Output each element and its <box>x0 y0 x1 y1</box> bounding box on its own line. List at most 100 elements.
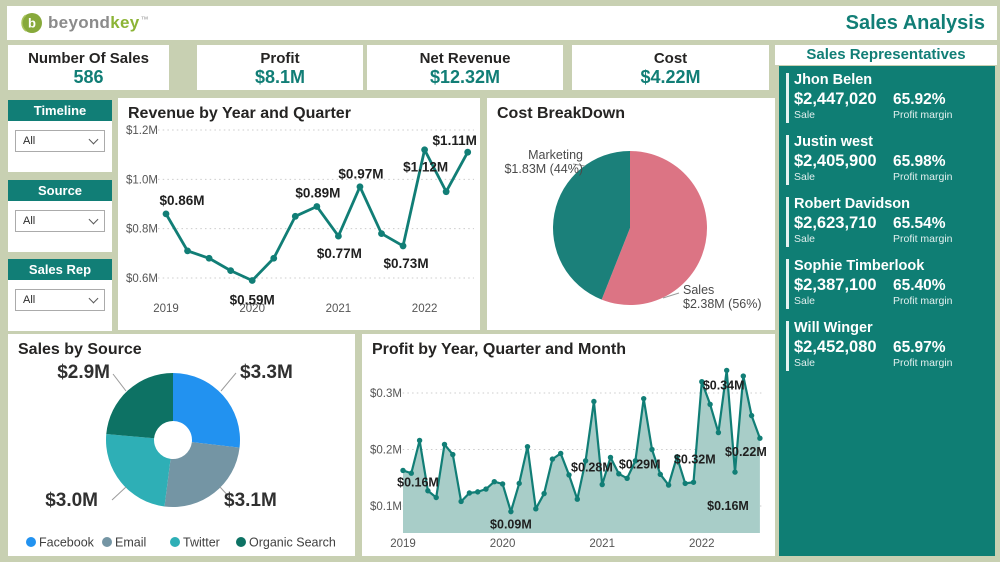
data-point[interactable] <box>599 481 605 488</box>
data-point[interactable] <box>541 490 547 497</box>
sales-rep-item[interactable]: Will Winger $2,452,080 65.97% Sale Profit ma… <box>779 320 995 376</box>
data-point[interactable] <box>499 481 506 487</box>
profit-area-chart[interactable]: $0.3M $0.2M $0.1M 2019 2020 2021 2022 $0.16M $0.… <box>362 334 775 556</box>
data-point[interactable] <box>558 450 564 457</box>
legend-label: Facebook <box>39 536 95 550</box>
chart-title: Profit by Year, Quarter and Month <box>372 341 626 358</box>
data-point[interactable] <box>248 277 256 284</box>
pie-slice-sales[interactable] <box>601 151 707 305</box>
cost-pie-chart[interactable]: Sales$2.38M (56%) Marketing$1.83M (44%) <box>487 98 775 330</box>
data-point[interactable] <box>491 479 497 485</box>
data-point[interactable] <box>335 232 342 240</box>
x-axis-tick: 2019 <box>153 303 179 315</box>
data-point[interactable] <box>582 458 589 464</box>
data-point[interactable] <box>464 148 472 156</box>
pie-slice-marketing[interactable] <box>553 151 630 300</box>
data-point[interactable] <box>641 395 647 402</box>
filter-title: Sales Rep <box>8 259 112 280</box>
data-point[interactable] <box>433 494 439 501</box>
data-point[interactable] <box>715 429 722 436</box>
data-point[interactable] <box>682 480 688 487</box>
data-point[interactable] <box>508 508 514 515</box>
sales-rep-dropdown[interactable]: All <box>15 289 105 311</box>
data-point[interactable] <box>549 456 556 462</box>
data-point[interactable] <box>607 454 614 461</box>
data-point[interactable] <box>458 498 464 505</box>
sales-rep-item[interactable]: Justin west $2,405,900 65.98% Sale Profit ma… <box>779 134 995 190</box>
donut-slice-email[interactable] <box>164 442 240 507</box>
data-point[interactable] <box>649 446 655 453</box>
revenue-line-chart[interactable]: $1.2M $1.0M $0.8M $0.6M 2019 2020 2021 2022 $0.8… <box>118 98 480 330</box>
rep-sale-value: $2,452,080 <box>794 338 877 356</box>
source-dropdown[interactable]: All <box>15 210 105 232</box>
donut-slice-twitter[interactable] <box>106 434 171 507</box>
data-label: $0.73M <box>384 256 429 271</box>
beyondkey-logo: b beyondkey™ <box>21 12 149 34</box>
data-point[interactable] <box>399 242 407 250</box>
label-leader-line <box>220 372 237 392</box>
data-point[interactable] <box>291 212 299 220</box>
timeline-dropdown[interactable]: All <box>15 130 105 152</box>
data-point[interactable] <box>441 441 448 448</box>
data-point[interactable] <box>632 458 639 464</box>
data-label: $0.28M <box>571 460 613 474</box>
data-point[interactable] <box>724 367 730 374</box>
rep-margin-value: 65.98% <box>893 153 946 170</box>
data-point[interactable] <box>421 146 428 154</box>
kpi-label: Number Of Sales <box>28 50 149 67</box>
data-point[interactable] <box>408 470 414 476</box>
rep-name: Justin west <box>794 134 873 150</box>
data-point[interactable] <box>674 454 680 460</box>
data-point[interactable] <box>699 379 705 385</box>
data-point[interactable] <box>313 203 321 210</box>
data-point[interactable] <box>442 188 450 196</box>
data-point[interactable] <box>466 490 473 496</box>
sales-rep-item[interactable]: Sophie Timberlook $2,387,100 65.40% Sale Pro… <box>779 258 995 314</box>
kpi-card-net-revenue: Net Revenue $12.32M <box>367 45 563 90</box>
data-point[interactable] <box>205 254 213 262</box>
data-point[interactable] <box>475 489 481 495</box>
chevron-down-icon <box>88 214 99 224</box>
data-point[interactable] <box>574 496 580 502</box>
data-point[interactable] <box>416 437 423 444</box>
donut-slice-organic-search[interactable] <box>106 373 173 439</box>
data-point[interactable] <box>690 479 697 485</box>
data-point[interactable] <box>566 472 572 478</box>
data-point[interactable] <box>425 488 431 494</box>
data-point[interactable] <box>162 210 170 218</box>
data-point[interactable] <box>184 247 191 255</box>
x-axis-tick: 2020 <box>239 303 265 315</box>
rep-name: Will Winger <box>794 320 873 336</box>
data-point[interactable] <box>483 486 489 492</box>
data-point[interactable] <box>591 398 597 405</box>
data-label: $0.59M <box>230 292 275 307</box>
data-point[interactable] <box>524 443 531 450</box>
data-point[interactable] <box>616 471 622 477</box>
slice-label-value: $2.38M (56%) <box>683 297 762 311</box>
data-point[interactable] <box>757 435 763 441</box>
source-donut-chart[interactable]: $3.3M $3.1M $3.0M $2.9M Facebook Email Twitter… <box>8 334 355 556</box>
data-point[interactable] <box>400 467 406 474</box>
data-point[interactable] <box>707 401 713 407</box>
data-point[interactable] <box>748 412 755 419</box>
data-point[interactable] <box>657 471 663 478</box>
sales-rep-item[interactable]: Robert Davidson $2,623,710 65.54% Sale Profi… <box>779 196 995 252</box>
data-point[interactable] <box>378 230 385 238</box>
data-point[interactable] <box>270 254 278 262</box>
data-point[interactable] <box>665 482 672 488</box>
data-point[interactable] <box>516 480 522 487</box>
data-point[interactable] <box>732 469 738 475</box>
data-point[interactable] <box>740 373 746 379</box>
data-point[interactable] <box>356 183 364 191</box>
data-point[interactable] <box>227 267 235 275</box>
data-point[interactable] <box>450 451 456 458</box>
x-axis-tick: 2022 <box>412 303 438 315</box>
sales-rep-item[interactable]: Jhon Belen $2,447,020 65.92% Sale Profit mar… <box>779 72 995 128</box>
data-point[interactable] <box>533 506 539 512</box>
data-point[interactable] <box>624 475 630 482</box>
donut-slice-facebook[interactable] <box>173 373 240 448</box>
legend-label: Twitter <box>183 536 220 550</box>
kpi-value: 586 <box>73 67 104 87</box>
y-axis-tick: $0.8M <box>126 224 158 236</box>
rep-sale-caption: Sale <box>794 171 816 183</box>
